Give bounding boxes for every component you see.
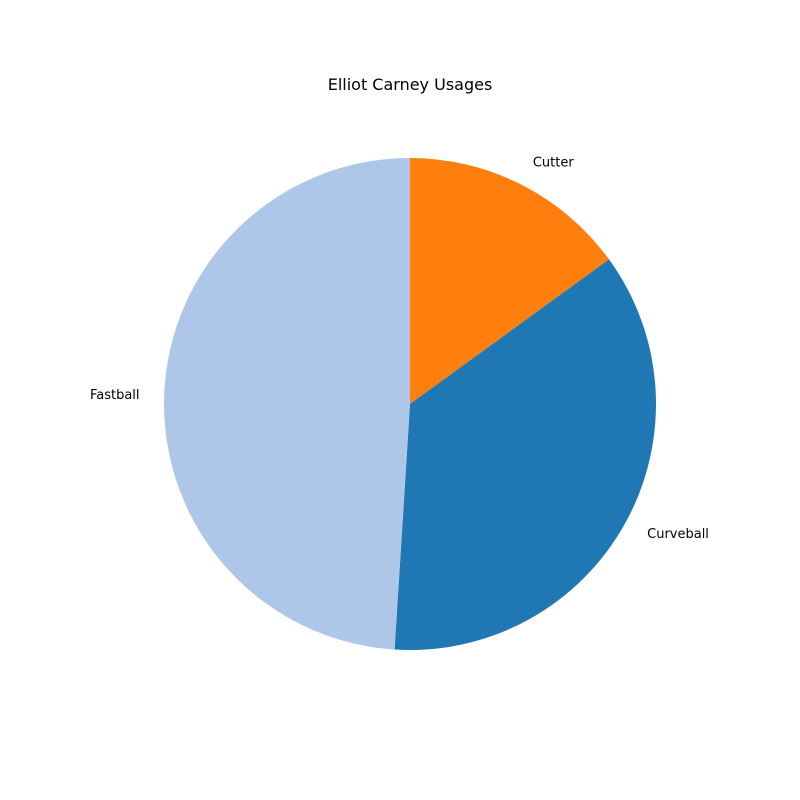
pie-slice-cutter (410, 158, 610, 404)
pie-label-cutter: Cutter (533, 155, 575, 170)
pie-slice-fastball (164, 158, 410, 650)
pie-slices (164, 158, 656, 650)
pie-labels: Cutter Curveball Fastball (90, 155, 709, 541)
pie-slice-curveball (394, 259, 656, 650)
pie-label-curveball: Curveball (647, 527, 709, 542)
chart-title: Elliot Carney Usages (328, 75, 493, 94)
pie-label-fastball: Fastball (90, 388, 140, 403)
